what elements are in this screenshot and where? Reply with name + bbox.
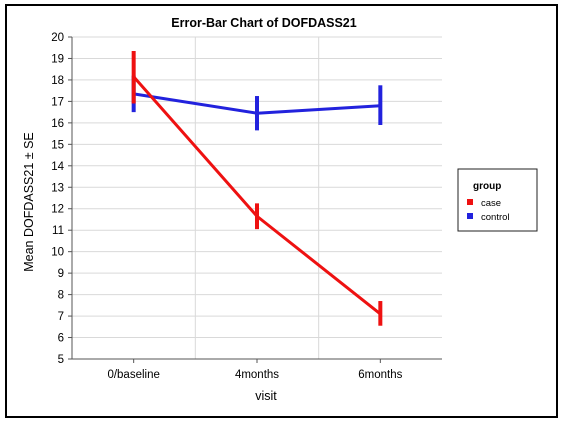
x-tick-label: 4months [235, 369, 279, 381]
y-tick-label: 13 [51, 182, 64, 194]
legend-label-case: case [481, 198, 501, 209]
y-tick-label: 10 [51, 247, 64, 259]
y-tick-label: 18 [51, 75, 64, 87]
series-case [131, 50, 383, 326]
y-tick-label: 20 [51, 32, 64, 44]
plot-area [72, 37, 442, 359]
y-tick-label: 17 [51, 96, 64, 108]
y-tick-label: 5 [58, 354, 64, 366]
y-tick-label: 9 [58, 268, 64, 280]
y-tick-label: 14 [51, 161, 64, 173]
legend: group case control [457, 168, 538, 232]
x-axis-label: visit [255, 389, 277, 403]
legend-label-control: control [481, 212, 510, 223]
y-tick-label: 11 [52, 225, 64, 237]
y-tick-label: 15 [51, 139, 64, 151]
x-tick-label: 0/baseline [107, 369, 159, 381]
x-tick-label: 6months [358, 369, 402, 381]
y-tick-label: 6 [58, 333, 64, 345]
y-tick-label: 19 [51, 53, 64, 65]
x-axis-ticks: 0/baseline 4months 6months [107, 359, 403, 381]
y-tick-label: 7 [58, 311, 64, 323]
legend-title: group [473, 181, 501, 192]
series-layer [131, 50, 383, 326]
chart-title: Error-Bar Chart of DOFDASS21 [171, 16, 356, 30]
legend-swatch-case [467, 199, 473, 205]
y-tick-label: 8 [58, 290, 64, 302]
legend-items: case control [467, 198, 510, 223]
y-tick-label: 16 [51, 118, 64, 130]
legend-swatch-control [467, 213, 473, 219]
y-tick-label: 12 [51, 204, 64, 216]
y-axis-ticks: 5 6 7 8 9 10 11 12 13 14 15 16 17 18 19 20 [51, 32, 72, 366]
y-axis-label: Mean DOFDASS21 ± SE [22, 132, 36, 272]
plot-background [72, 37, 442, 359]
